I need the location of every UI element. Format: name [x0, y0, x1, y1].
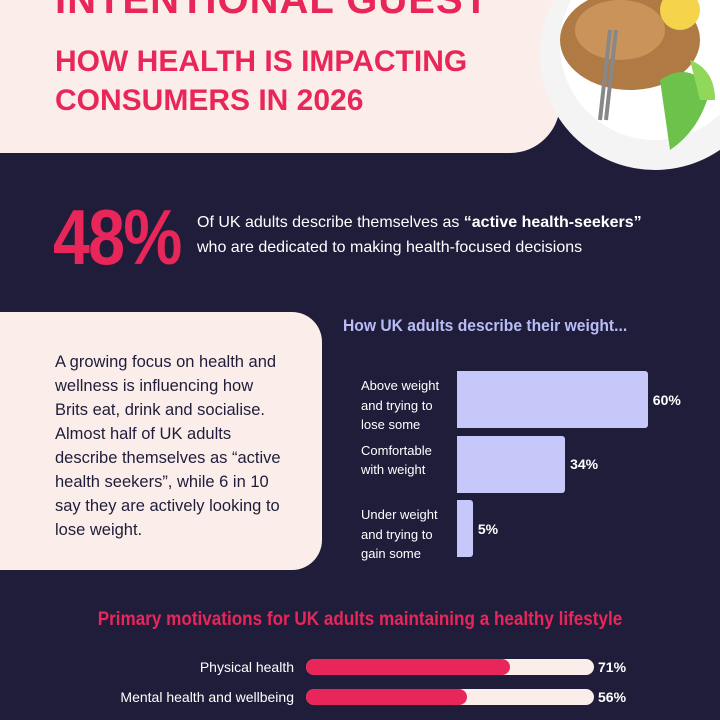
stat-text: Of UK adults describe themselves as “act…	[197, 210, 697, 260]
chart-title: Primary motivations for UK adults mainta…	[97, 609, 623, 630]
bar	[306, 689, 468, 705]
body-line: health seekers”, while 6 in 10	[55, 473, 269, 491]
chart-title: How UK adults describe their weight...	[343, 316, 628, 335]
body-line: A growing focus on health and	[55, 353, 277, 371]
category-label: Under weight and trying to gain some	[361, 507, 438, 561]
body-line: say they are actively looking to	[55, 497, 280, 515]
value-label: 34%	[570, 456, 599, 472]
body-card	[0, 312, 322, 570]
body-line: Almost half of UK adults	[55, 425, 232, 443]
stat-text-part: Of UK adults describe themselves as	[197, 214, 464, 231]
header-subtitle: CONSUMERS IN 2026	[55, 84, 364, 117]
food-image	[540, 0, 720, 170]
category-label: Mental health and wellbeing	[120, 689, 294, 705]
bar	[457, 435, 566, 493]
category-label: Physical health	[199, 659, 294, 675]
body-line: wellness is influencing how	[55, 377, 254, 395]
bar	[306, 659, 511, 675]
value-label: 56%	[598, 689, 627, 705]
value-label: 60%	[652, 391, 681, 408]
value-label: 5%	[477, 520, 499, 537]
category-label: Comfortable with weight	[361, 442, 432, 478]
stat-value: 48%	[53, 193, 182, 281]
body-line: Brits eat, drink and socialise.	[55, 401, 266, 419]
header-title: INTENTIONAL GUEST	[55, 0, 490, 22]
stat-text-bold: “active health-seekers”	[463, 214, 642, 231]
value-label: 71%	[598, 659, 627, 675]
body-line: describe themselves as “active	[55, 449, 281, 467]
bar	[457, 371, 648, 428]
body-line: lose weight.	[55, 521, 143, 539]
header-card	[0, 0, 560, 153]
stat-text-part: who are dedicated to making health-focus…	[197, 239, 583, 256]
bar	[457, 500, 473, 557]
header-subtitle: HOW HEALTH IS IMPACTING	[55, 45, 468, 78]
category-label: Above weight and trying to lose some	[361, 378, 440, 432]
